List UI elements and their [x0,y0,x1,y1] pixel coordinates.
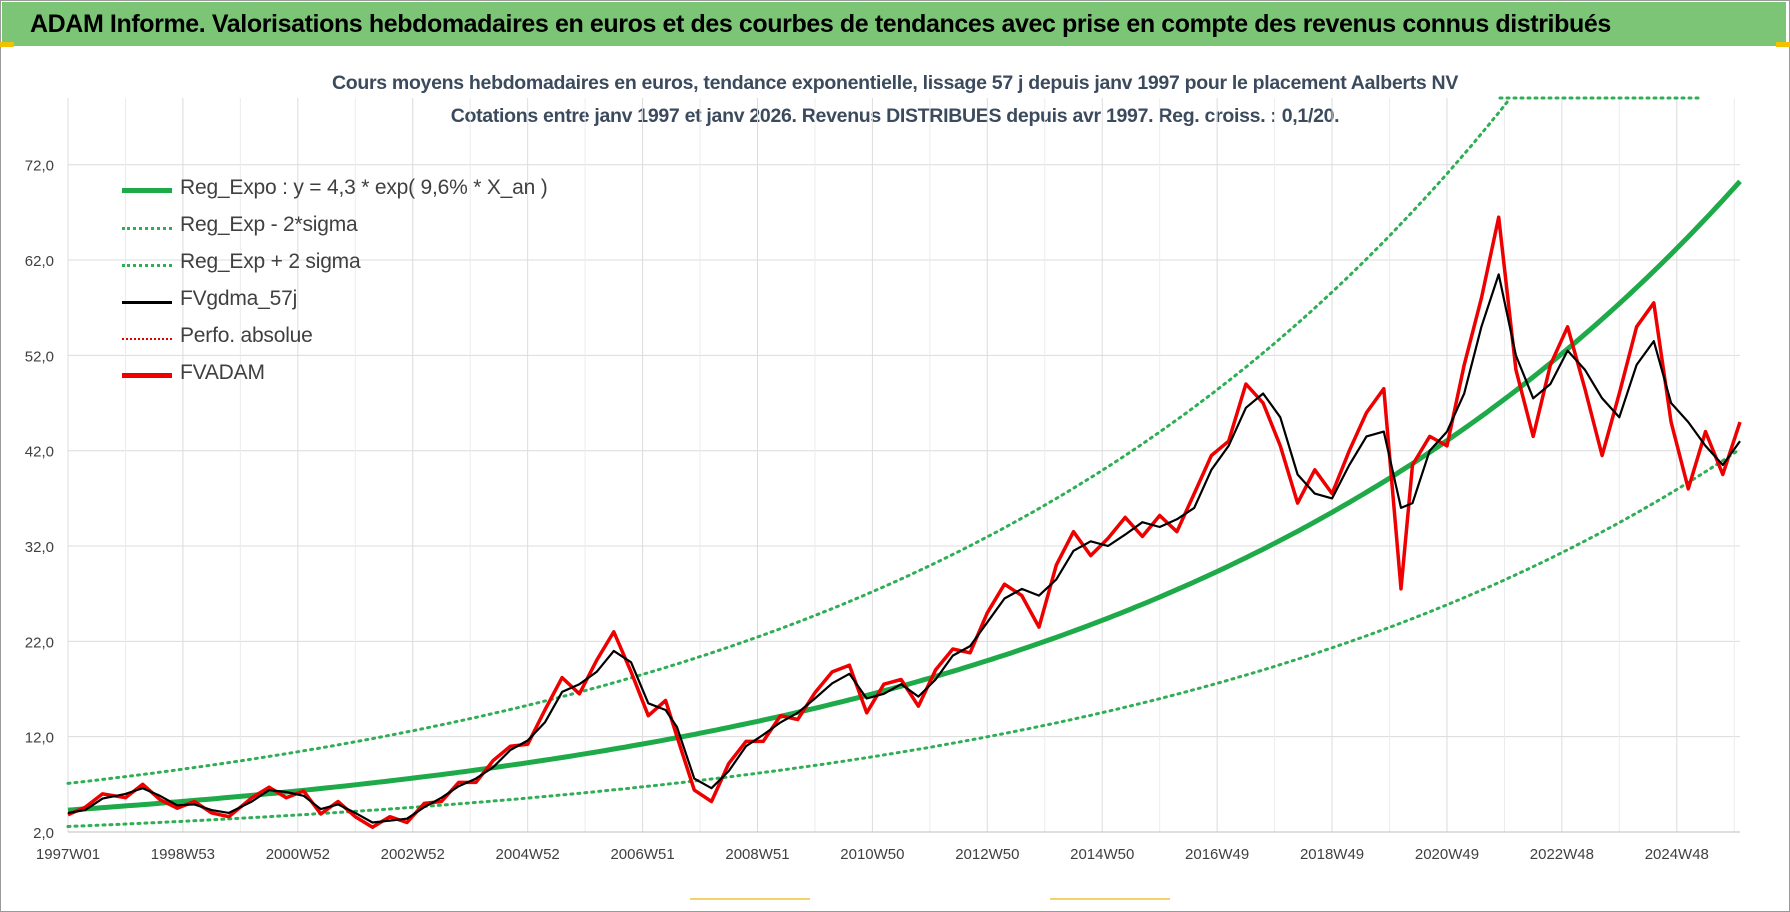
chart-subtitle: Cotations entre janv 1997 et janv 2026. … [450,105,1340,127]
legend-swatch-perfo [122,338,172,340]
x-tick-label: 2020W49 [1415,846,1479,863]
chart-title: Cours moyens hebdomadaires en euros, ten… [331,72,1459,94]
legend-label-fvgdma: FVgdma_57j [180,287,298,310]
legend-swatch-fvadam [122,373,172,378]
series-lower-sigma [66,447,1742,828]
y-tick-label: 2,0 [33,825,54,842]
legend-item-fvadam: FVADAM [122,361,642,391]
y-tick-label: 12,0 [25,730,54,747]
legend-item-upper-sigma: Reg_Exp + 2 sigma [122,250,642,280]
x-tick-label: 1998W53 [151,846,215,863]
legend-label-lower-sigma: Reg_Exp - 2*sigma [180,213,358,236]
legend-swatch-reg-expo [122,188,172,193]
y-tick-label: 52,0 [25,348,54,365]
legend-label-reg-expo: Reg_Expo : y = 4,3 * exp( 9,6% * X_an ) [180,176,548,199]
y-tick-label: 72,0 [25,158,54,175]
legend-item-reg-expo: Reg_Expo : y = 4,3 * exp( 9,6% * X_an ) [122,176,642,206]
legend-label-fvadam: FVADAM [180,361,265,384]
x-tick-label: 2000W52 [266,846,330,863]
legend-item-perfo: Perfo. absolue [122,324,642,354]
legend-swatch-lower-sigma [122,227,172,230]
x-tick-label: 2010W50 [840,846,904,863]
x-tick-label: 2022W48 [1530,846,1594,863]
legend-item-lower-sigma: Reg_Exp - 2*sigma [122,213,642,243]
banner-title: ADAM Informe. Valorisations hebdomadaire… [30,10,1611,38]
series-upper-sigma [66,96,1512,785]
series-fvgdma [67,273,1741,824]
corner-marker-right [1776,42,1790,47]
legend-item-fvgdma: FVgdma_57j [122,287,642,317]
axis-labels: 72,0 62,0 52,0 42,0 32,0 22,0 12,0 2,0 1997W01 19… [25,158,1740,863]
bottom-marker-2 [1050,898,1170,900]
legend-label-upper-sigma: Reg_Exp + 2 sigma [180,250,361,273]
x-tick-label: 2014W50 [1070,846,1134,863]
x-tick-label: 2016W49 [1185,846,1249,863]
y-tick-label: 62,0 [25,253,54,270]
series-fvadam [67,215,1742,829]
y-tick-label: 32,0 [25,539,54,556]
x-tick-label: 2006W51 [610,846,674,863]
x-tick-label: 2004W52 [496,846,560,863]
bottom-marker-1 [690,898,810,900]
legend-swatch-fvgdma [122,301,172,304]
legend-swatch-upper-sigma [122,264,172,267]
x-tick-label: 2002W52 [381,846,445,863]
corner-marker-left [0,42,14,47]
y-tick-label: 42,0 [25,444,54,461]
x-tick-label: 2018W49 [1300,846,1364,863]
x-tick-label: 2012W50 [955,846,1019,863]
x-tick-label: 2024W48 [1645,846,1709,863]
legend-label-perfo: Perfo. absolue [180,324,313,347]
report-banner: ADAM Informe. Valorisations hebdomadaire… [2,2,1786,46]
x-tick-label: 1997W01 [36,846,100,863]
y-tick-label: 22,0 [25,634,54,651]
grid-lines [67,98,1740,833]
x-tick-label: 2008W51 [725,846,789,863]
series-lines [66,96,1742,829]
